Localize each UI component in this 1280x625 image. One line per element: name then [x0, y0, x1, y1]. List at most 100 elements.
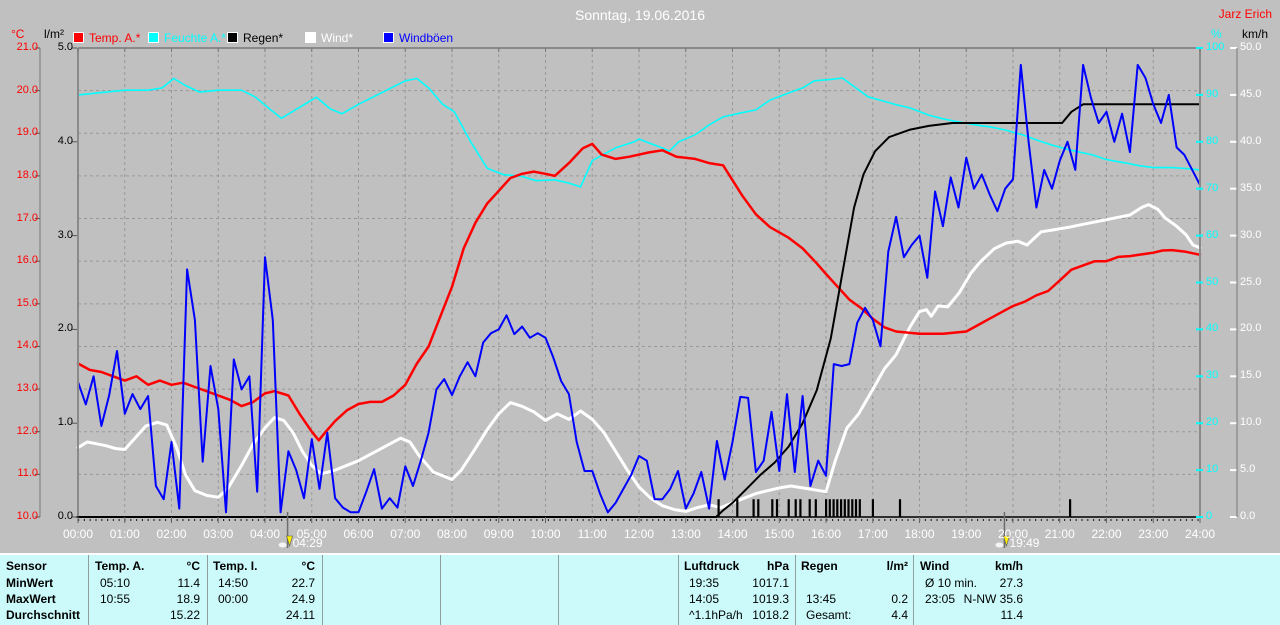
table-sensor-unit: °C [186, 559, 200, 573]
y-tick-wind: 40.0 [1240, 134, 1262, 147]
legend-label: Feuchte A.* [164, 31, 227, 45]
rain-bar [799, 499, 802, 517]
legend-item-gusts: Windböen [383, 31, 454, 45]
y-tick-temp: 12.0 [16, 424, 38, 437]
y-tick-wind: 0.0 [1240, 510, 1256, 522]
y-tick-temp: 18.0 [16, 168, 38, 181]
rain-bar [840, 499, 843, 517]
sunrise-arrow-icon [286, 535, 293, 548]
legend-item-humidity: Feuchte A.* [148, 31, 227, 45]
rain-bar [794, 499, 797, 517]
table-cell-value: 27.3 [999, 576, 1023, 590]
table-cell-value: 24.9 [291, 592, 315, 606]
rain-bar [814, 499, 817, 517]
table-cell-time: 23:05 [925, 592, 956, 606]
x-tick-time: 04:00 [249, 527, 281, 541]
y-tick-temp: 10.0 [16, 510, 38, 522]
y-tick-wind: 50.0 [1240, 41, 1262, 53]
table-separator [795, 555, 796, 625]
series-temp [76, 142, 1202, 442]
temp-swatch-icon [73, 32, 84, 43]
x-tick-time: 12:00 [623, 527, 655, 541]
table-cell-value: 15.22 [169, 608, 200, 622]
humidity-swatch-icon [148, 32, 159, 43]
series-rain [77, 103, 1201, 518]
right-axis-unit-kmh: km/h [1242, 27, 1269, 41]
x-tick-time: 09:00 [483, 527, 514, 541]
table-row-label: Durchschnitt [6, 608, 81, 622]
table-cell-time: ^1.1hPa/h [689, 608, 743, 622]
table-cell-value: 11.4 [177, 576, 200, 590]
rain-bar [836, 499, 839, 517]
weather-chart [35, 47, 1238, 548]
y-tick-wind: 10.0 [1240, 416, 1262, 429]
rain-bar [808, 499, 811, 517]
legend-label: Temp. A.* [89, 31, 141, 45]
x-tick-time: 13:00 [670, 527, 701, 541]
table-cell-value: 22.7 [291, 576, 315, 590]
x-tick-time: 24:00 [1184, 527, 1216, 541]
statistics-table: Sensor MinWert MaxWert Durchschnitt Temp. A.… [0, 553, 1280, 625]
table-cell-time: 13:45 [806, 592, 837, 606]
rain-bar [771, 499, 774, 517]
table-sensor-unit: km/h [994, 559, 1023, 573]
x-tick-time: 11:00 [577, 527, 607, 541]
table-cell-value: N-NW 35.6 [963, 592, 1023, 606]
rain-bar [757, 499, 760, 517]
table-cell-value: 0.2 [891, 592, 908, 606]
x-tick-time: 17:00 [857, 527, 888, 541]
table-cell-value: 24.11 [285, 608, 315, 622]
x-tick-time: 06:00 [343, 527, 374, 541]
rain-bar [854, 499, 858, 517]
x-tick-time: 00:00 [62, 527, 94, 541]
legend-label: Windböen [399, 31, 454, 45]
y-tick-humidity: 20 [1206, 416, 1219, 429]
y-tick-temp: 11.0 [17, 467, 38, 480]
y-tick-humidity: 90 [1206, 87, 1219, 100]
sunset-arrow-icon [1003, 535, 1010, 548]
x-tick-time: 15:00 [764, 527, 795, 541]
y-tick-humidity: 50 [1206, 275, 1219, 288]
y-tick-humidity: 30 [1206, 369, 1219, 382]
sunset-sun-icon [995, 542, 1004, 548]
y-tick-rain: 3.0 [57, 228, 73, 241]
legend-label: Wind* [321, 31, 354, 45]
sunrise-sun-icon [278, 542, 287, 548]
x-tick-time: 18:00 [904, 527, 935, 541]
table-sensor-name: Wind [920, 559, 950, 573]
y-tick-wind: 45.0 [1240, 87, 1262, 100]
y-tick-temp: 14.0 [16, 339, 38, 352]
y-tick-humidity: 100 [1206, 41, 1225, 53]
series-wind [76, 203, 1202, 513]
x-tick-time: 14:00 [717, 527, 748, 541]
author-name: Jarz Erich [1218, 7, 1272, 21]
left-axis-unit-celsius: °C [11, 27, 25, 41]
y-tick-humidity: 60 [1206, 228, 1219, 241]
wind-swatch-icon [305, 32, 316, 43]
table-cell-time: Ø 10 min. [925, 576, 978, 590]
y-tick-humidity: 0 [1206, 510, 1213, 522]
y-tick-humidity: 70 [1206, 181, 1219, 194]
y-tick-humidity: 40 [1206, 322, 1219, 335]
sunset-time-label: 19:49 [1009, 536, 1040, 550]
x-tick-time: 20:00 [997, 527, 1029, 541]
legend-label: Regen* [243, 31, 284, 45]
y-tick-rain: 4.0 [57, 134, 73, 147]
rain-bar [851, 499, 854, 517]
y-tick-wind: 5.0 [1240, 463, 1256, 476]
series-wind [77, 63, 1201, 514]
rain-bar [898, 499, 902, 517]
rain-bar [1069, 499, 1072, 517]
x-tick-time: 03:00 [203, 527, 234, 541]
table-row-label: MinWert [6, 576, 54, 590]
table-sensor-unit: l/m² [886, 559, 908, 573]
y-tick-wind: 15.0 [1240, 369, 1262, 382]
x-tick-time: 01:00 [109, 527, 140, 541]
table-separator [88, 555, 89, 625]
table-cell-time: 05:10 [100, 576, 131, 590]
y-tick-wind: 35.0 [1240, 181, 1262, 194]
gusts-swatch-icon [383, 32, 394, 43]
table-separator [207, 555, 208, 625]
y-tick-rain: 5.0 [57, 41, 73, 53]
